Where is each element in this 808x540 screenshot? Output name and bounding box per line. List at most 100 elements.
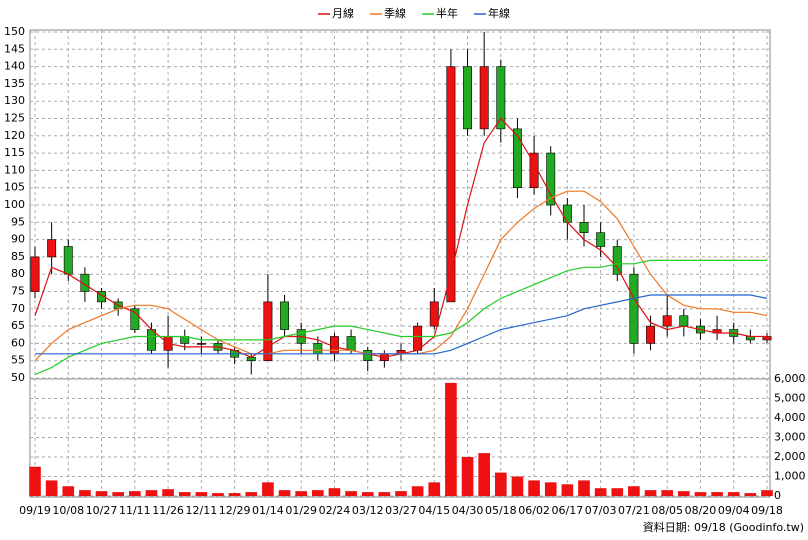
volume-bar (411, 486, 424, 496)
volume-bar (112, 492, 125, 496)
volume-bar (328, 488, 341, 496)
candle-body (429, 301, 439, 327)
volume-bar (178, 492, 191, 496)
candle-body (596, 232, 606, 247)
candle-body (446, 66, 456, 303)
volume-bar (628, 486, 640, 496)
y2-tick-label: 3,000 (774, 431, 806, 444)
candle-body (413, 325, 423, 351)
y2-tick-label: 4,000 (774, 411, 806, 424)
volume-bar (162, 489, 174, 496)
y-tick-label: 50 (11, 371, 25, 384)
x-tick-label: 07/03 (585, 504, 617, 517)
x-tick-label: 01/14 (252, 504, 284, 517)
volume-bar (528, 480, 540, 496)
volume-bar (677, 491, 690, 496)
legend-label: 月線 (332, 6, 354, 20)
y-tick-label: 60 (11, 336, 25, 349)
x-tick-label: 03/27 (385, 504, 417, 517)
y-tick-label: 110 (4, 163, 25, 176)
x-tick-label: 04/15 (418, 504, 450, 517)
y-tick-label: 120 (4, 129, 25, 142)
candle-body (263, 301, 273, 362)
volume-bar (478, 453, 491, 496)
candle-body (280, 301, 290, 330)
volume-bar (644, 490, 657, 496)
x-tick-label: 02/24 (319, 504, 351, 517)
x-tick-label: 06/02 (518, 504, 550, 517)
candle-body (30, 256, 40, 292)
candle-body (512, 128, 522, 189)
candle-body (196, 343, 206, 345)
legend-label: 年線 (488, 6, 510, 20)
volume-bar (245, 492, 258, 496)
candle-body (80, 273, 90, 292)
candle-body (363, 350, 373, 362)
y-tick-label: 105 (4, 181, 25, 194)
y-tick-label: 90 (11, 233, 25, 246)
volume-bar (195, 492, 208, 496)
y-tick-label: 85 (11, 250, 25, 263)
candle-body (579, 222, 589, 233)
volume-bar (228, 493, 241, 496)
volume-bar (145, 490, 158, 496)
candle-body (463, 66, 473, 130)
volume-bar (79, 490, 91, 496)
y-tick-label: 115 (4, 146, 25, 159)
x-tick-label: 04/30 (452, 504, 484, 517)
volume-bar (511, 476, 524, 496)
x-tick-label: 10/27 (86, 504, 118, 517)
y-tick-label: 125 (4, 112, 25, 125)
x-tick-label: 01/29 (285, 504, 317, 517)
y-tick-label: 150 (4, 25, 25, 38)
volume-bar (544, 482, 557, 496)
x-tick-label: 08/20 (685, 504, 717, 517)
candle-body (629, 273, 639, 344)
candle-body (130, 308, 140, 330)
x-tick-label: 12/29 (219, 504, 251, 517)
candle-body (63, 246, 73, 275)
candle-body (562, 204, 572, 223)
legend-label: 半年 (436, 6, 458, 20)
candle-body (612, 246, 622, 275)
y-tick-label: 100 (4, 198, 25, 211)
y-tick-label: 95 (11, 215, 25, 228)
candle-body (546, 152, 556, 206)
candle-body (47, 239, 57, 258)
volume-bar (62, 486, 75, 496)
volume-bar (95, 491, 108, 496)
volume-bar (744, 493, 757, 496)
volume-bar (311, 490, 324, 496)
y2-tick-label: 5,000 (774, 392, 806, 405)
volume-bar (128, 491, 141, 496)
volume-bar (561, 484, 574, 496)
x-tick-label: 10/08 (52, 504, 84, 517)
volume-bar (494, 472, 507, 496)
x-tick-label: 05/18 (485, 504, 517, 517)
x-tick-label: 11/26 (152, 504, 184, 517)
x-tick-label: 09/19 (19, 504, 51, 517)
y-tick-label: 145 (4, 42, 25, 55)
volume-bar (378, 492, 391, 496)
y2-tick-label: 6,000 (774, 372, 806, 385)
volume-bar (461, 457, 474, 496)
volume-bar (428, 482, 441, 496)
volume-bar (727, 492, 740, 496)
candle-body (496, 66, 506, 130)
volume-bar (295, 491, 308, 496)
volume-bar (761, 490, 773, 496)
x-tick-label: 12/11 (186, 504, 218, 517)
volume-bar (395, 491, 407, 496)
x-tick-label: 09/18 (751, 504, 783, 517)
volume-bar (45, 480, 58, 496)
candle-body (97, 291, 107, 303)
volume-bar (611, 488, 624, 496)
x-tick-label: 03/12 (352, 504, 384, 517)
candle-body (346, 336, 356, 351)
legend-label: 季線 (384, 6, 406, 20)
volume-bar (594, 488, 607, 496)
volume-bar (711, 492, 723, 496)
volume-bar (694, 492, 707, 496)
